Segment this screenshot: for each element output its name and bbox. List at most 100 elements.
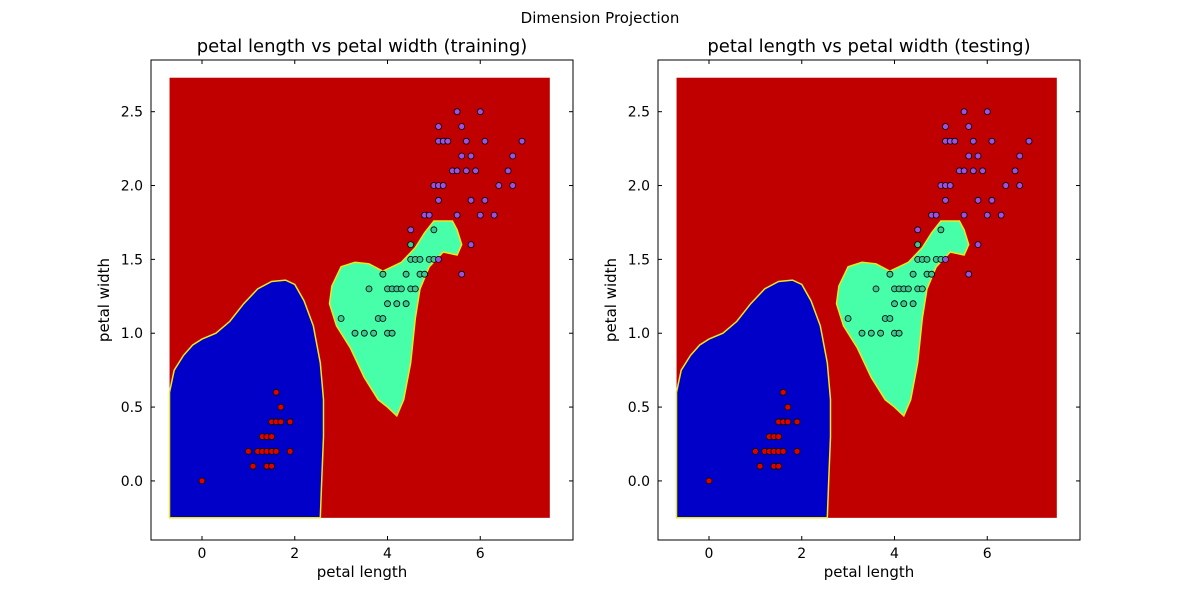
data-point (249, 462, 257, 470)
data-point (402, 270, 410, 278)
data-point (462, 167, 470, 175)
data-point (453, 167, 461, 175)
data-point (467, 196, 475, 204)
data-point (775, 462, 782, 470)
data-point (942, 196, 949, 204)
data-point (858, 329, 866, 337)
x-tick-label: 2 (290, 546, 299, 562)
data-point (969, 137, 977, 145)
data-point (268, 462, 276, 470)
data-point (286, 447, 294, 455)
y-axis-label: petal width (602, 258, 620, 342)
data-point (705, 477, 713, 485)
data-point (779, 447, 787, 455)
data-point (974, 152, 982, 160)
data-point (421, 270, 429, 278)
data-point (872, 285, 880, 293)
data-point (198, 477, 206, 485)
data-point (951, 137, 959, 145)
data-point (490, 211, 498, 219)
data-point (384, 300, 391, 308)
data-point (411, 285, 419, 293)
data-point (937, 226, 945, 234)
y-tick-label: 2.5 (628, 105, 650, 121)
data-point (960, 167, 968, 175)
data-point (905, 285, 912, 293)
data-point (756, 462, 764, 470)
data-point (983, 211, 991, 219)
data-point (244, 447, 252, 455)
data-point (895, 329, 903, 337)
data-point (997, 211, 1005, 219)
data-point (974, 196, 982, 204)
data-point (844, 315, 852, 322)
y-tick-label: 2.5 (121, 105, 143, 121)
y-tick-label: 1.5 (628, 252, 650, 268)
data-point (946, 182, 954, 189)
x-tick-label: 0 (705, 546, 714, 562)
x-axis-label: petal length (317, 563, 408, 581)
data-point (495, 182, 503, 189)
y-tick-label: 1.5 (121, 252, 143, 268)
data-point (458, 152, 466, 160)
data-point (268, 433, 276, 441)
data-point (784, 403, 792, 411)
data-point (923, 255, 931, 263)
data-point (504, 167, 512, 175)
y-tick-label: 2.0 (121, 179, 143, 195)
data-point (397, 285, 405, 293)
data-point (277, 403, 285, 411)
data-point (393, 300, 401, 308)
data-point (286, 418, 294, 426)
y-tick-label: 0.0 (628, 474, 650, 490)
data-point (467, 241, 475, 249)
data-point (942, 255, 949, 263)
data-point (472, 167, 480, 175)
y-tick-label: 0.5 (121, 400, 143, 416)
data-point (752, 447, 759, 455)
data-point (277, 418, 285, 426)
data-point (360, 329, 368, 337)
data-point (407, 241, 415, 249)
data-point (351, 329, 359, 337)
data-point (914, 226, 922, 234)
x-tick-label: 6 (983, 546, 992, 562)
data-point (965, 123, 973, 130)
data-point (1011, 167, 1019, 175)
data-point (914, 241, 922, 249)
data-point (969, 167, 977, 175)
data-point (928, 270, 935, 278)
data-point (481, 196, 489, 204)
data-point (509, 152, 517, 160)
y-tick-label: 0.5 (628, 400, 650, 416)
data-point (960, 211, 968, 219)
data-point (909, 270, 917, 278)
data-point (775, 433, 782, 441)
data-point (444, 137, 452, 145)
data-point (370, 329, 378, 337)
data-point (365, 285, 373, 293)
decision-region-setosa (675, 279, 832, 519)
decision-region-versicolor (835, 220, 970, 418)
data-point (453, 108, 461, 116)
decision-region-versicolor (328, 220, 463, 418)
data-point (458, 270, 466, 278)
data-point (793, 447, 801, 455)
data-point (476, 211, 484, 219)
data-point (435, 196, 442, 204)
chart-2: 0 2 4 6 0.0 0.5 1.0 1.5 2.0 2.5 petal length vs pe… (602, 36, 1081, 581)
data-point (518, 137, 526, 145)
data-point (891, 300, 898, 308)
data-point (481, 137, 489, 145)
data-point (407, 226, 415, 234)
data-point (272, 388, 280, 396)
data-point (416, 255, 424, 263)
data-point (425, 211, 433, 219)
y-axis-label: petal width (95, 258, 113, 342)
data-point (1016, 182, 1024, 189)
data-point (509, 182, 517, 189)
data-point (965, 270, 973, 278)
data-point (867, 329, 875, 337)
data-point (886, 315, 894, 322)
